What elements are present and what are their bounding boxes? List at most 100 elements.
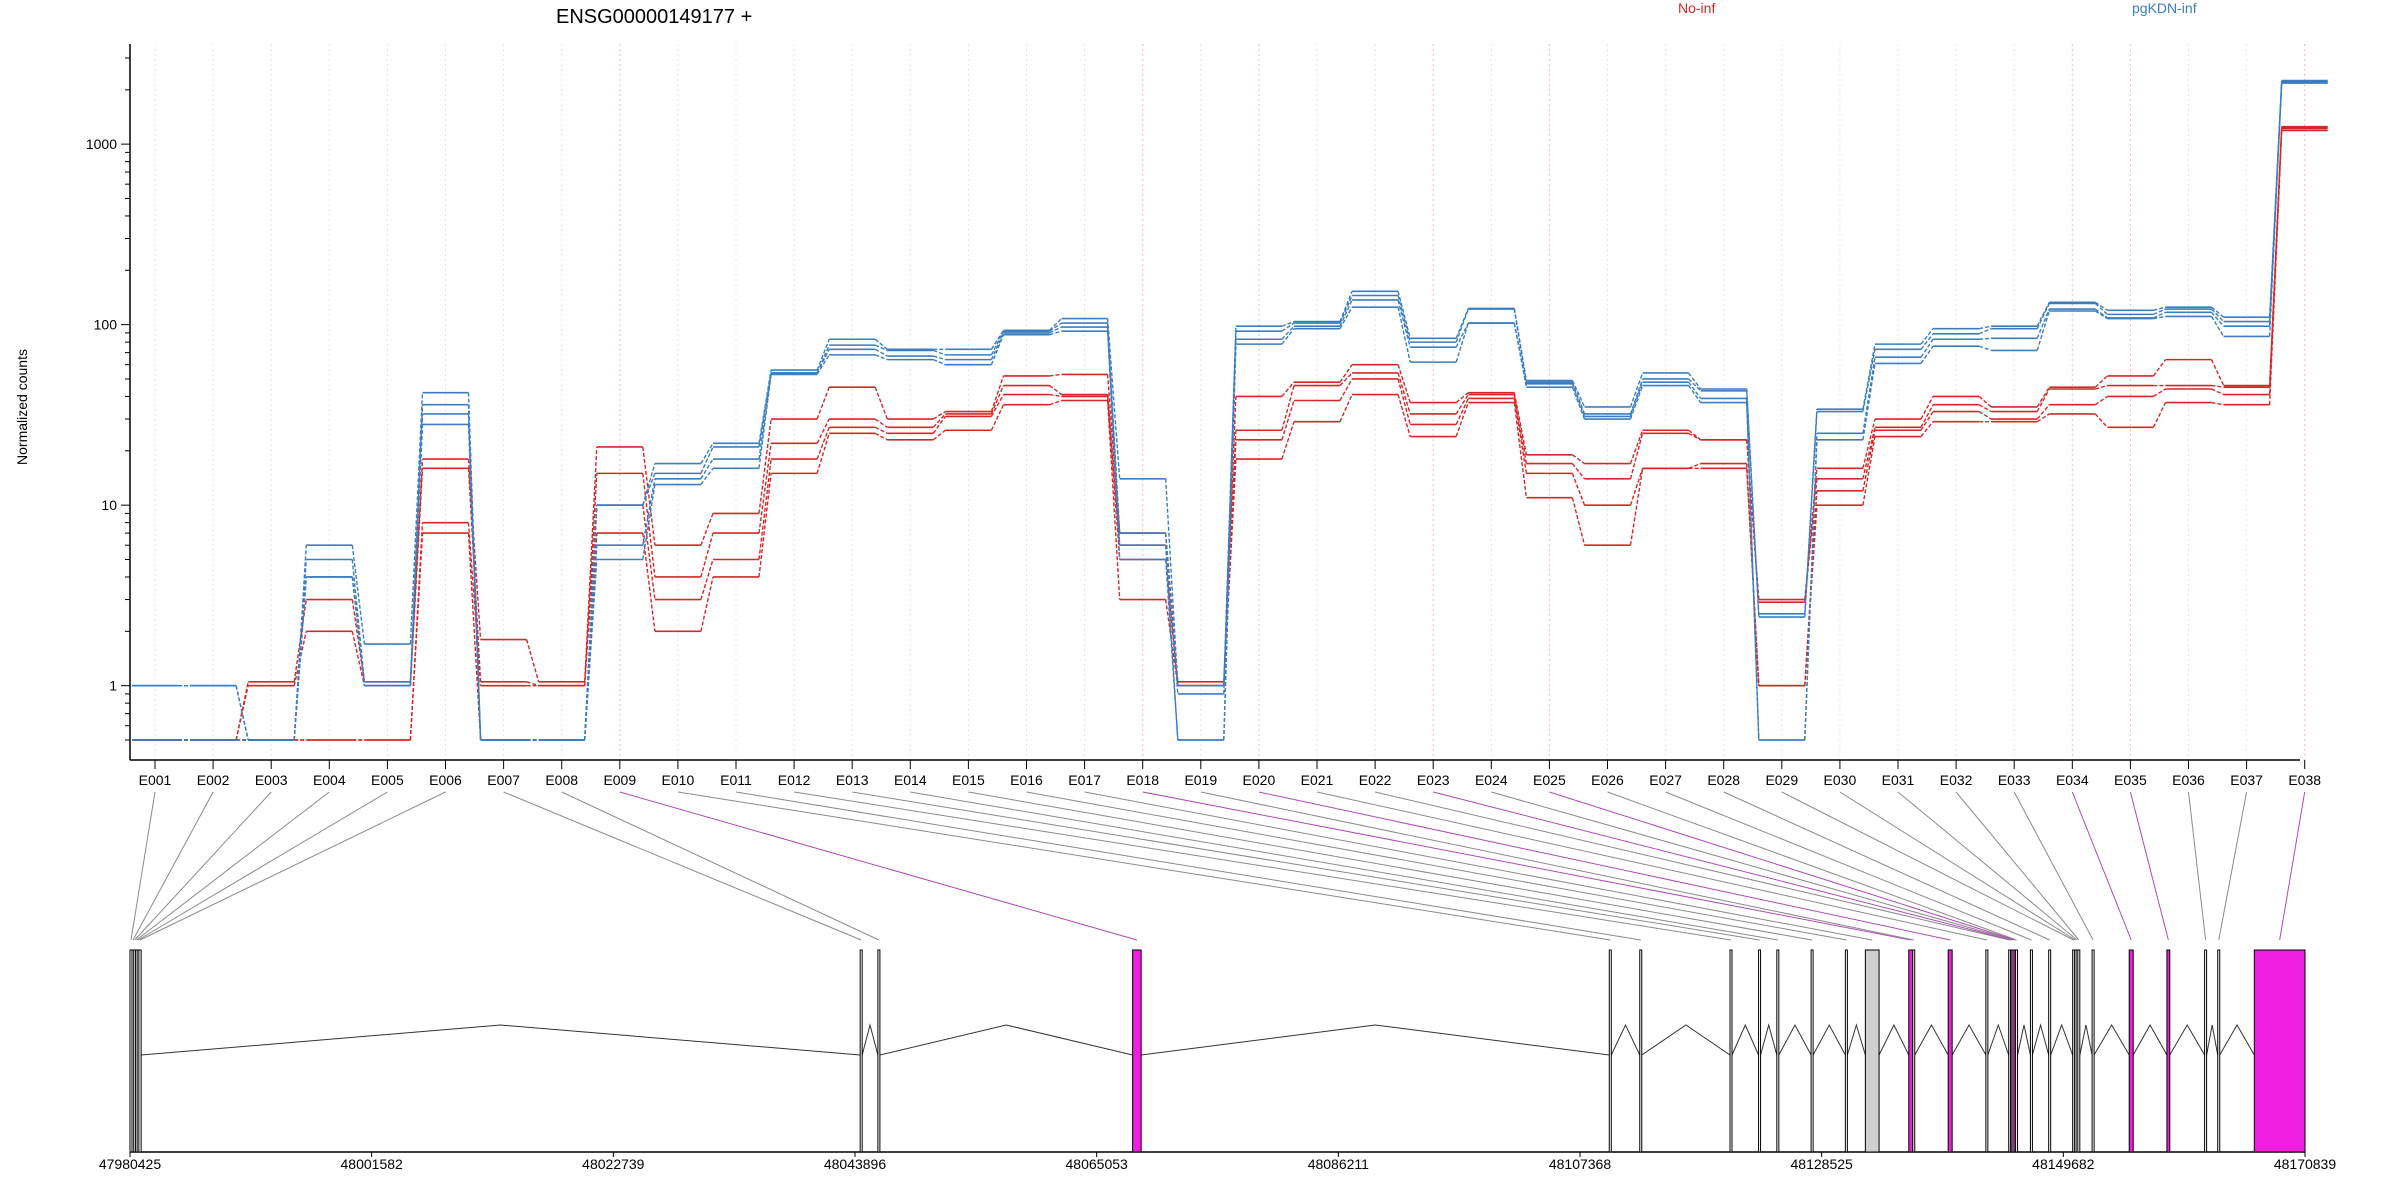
connector-e028 [1723,791,2050,941]
segment [1746,388,1760,614]
segment [2036,386,2050,408]
exon-box-e028 [2048,949,2052,1153]
intron-line [2132,1023,2168,1056]
x-tick-label-e018: E018 [1126,772,1159,788]
intron-line [861,1023,879,1056]
segment [933,349,946,356]
segment [1397,299,1411,348]
segment [1223,344,1237,741]
genome-coordinate-label: 48022739 [582,1156,645,1172]
segment [1049,384,1063,396]
exon-box-e017 [1864,949,1880,1153]
connector-e022 [1374,791,2010,941]
segment [642,533,656,632]
segment [351,576,366,686]
connector-e013 [852,791,1760,941]
segment [2211,401,2224,406]
connector-e021 [1316,791,1987,941]
exon-box-e009 [1132,949,1142,1153]
segment [990,329,1005,350]
segment [642,473,656,578]
segment [1746,390,1760,618]
genome-coordinate-label: 48128525 [1791,1156,1854,1172]
segment [1920,328,1934,345]
intron-line [2031,1023,2050,1056]
exon-box-e014 [1776,949,1780,1153]
segment [990,334,1005,365]
segment [2094,310,2108,320]
segment [932,416,946,434]
segment [758,458,772,560]
exon-box-e038 [2253,949,2306,1153]
intron-line [1141,1024,1610,1056]
segment [874,386,888,420]
intron-line [2169,1024,2206,1056]
intron-line [2017,1024,2031,1056]
segment [990,330,1005,356]
segment [2153,308,2166,316]
intron-line [1987,1023,2010,1056]
legend-pgkdn-inf: pgKDN-inf [2132,0,2197,16]
segment [642,478,656,546]
legend-no-inf: No-inf [1678,0,1715,16]
segment [990,375,1005,412]
chart-title: ENSG00000149177 + [556,6,752,28]
segment [1281,381,1295,397]
segment [1106,400,1121,600]
segment [2094,395,2108,406]
segment [1862,363,1876,440]
segment [2268,130,2283,405]
segment [816,386,830,420]
exon-box-e033 [2091,949,2095,1153]
x-tick-label-e028: E028 [1707,772,1740,788]
x-tick-label-e031: E031 [1882,772,1915,788]
segment [1397,295,1411,343]
connector-e026 [1607,791,2017,941]
segment [1455,394,1469,415]
segment [1106,318,1121,479]
series-no-inf-sample-2 [132,126,2328,741]
segment [1571,473,1586,506]
segment [1978,410,1992,420]
exon-box-e021 [1985,949,1989,1153]
exon-box-e006 [138,949,142,1153]
segment [1688,378,1702,392]
segment [235,685,249,741]
segment [2211,384,2224,388]
x-tick-label-e020: E020 [1243,772,1276,788]
segment [816,338,830,371]
segment [1165,559,1179,741]
segment [1571,497,1586,546]
x-tick-label-e032: E032 [1940,772,1973,788]
exon-box-e020 [1947,949,1953,1153]
x-tick-label-e021: E021 [1301,772,1334,788]
segment [1629,381,1644,417]
segment [2094,308,2108,319]
x-tick-label-e025: E025 [1533,772,1566,788]
genome-coordinate-label: 48001582 [341,1156,404,1172]
segment [1397,394,1411,437]
segment [2210,359,2225,386]
segment [990,332,1005,360]
grid-lines [154,44,2306,760]
intron-line [1878,1023,1910,1056]
segment [2036,413,2050,423]
segment [2036,404,2050,420]
connector-e036 [2188,791,2207,941]
segment [1862,418,1876,469]
x-tick-label-e019: E019 [1184,772,1217,788]
segment [1281,322,1295,332]
segment [1165,533,1179,694]
segment [1049,326,1062,334]
connector-e023 [1433,791,2012,941]
exon-connector-lines [130,791,2306,941]
connector-e035 [2129,791,2169,941]
segment [1920,338,1934,358]
segment [467,522,482,686]
intron-line [141,1024,861,1056]
x-tick-label-e012: E012 [778,772,811,788]
segment [1049,393,1062,398]
connector-e016 [1026,791,1847,941]
segment [1629,372,1644,408]
segment [2153,306,2166,312]
